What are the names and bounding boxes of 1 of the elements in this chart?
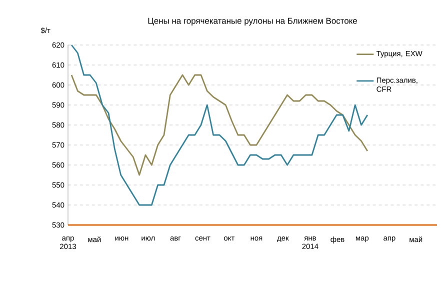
chart-title: Цены на горячекатаные рулоны на Ближнем Востоке (148, 18, 357, 26)
